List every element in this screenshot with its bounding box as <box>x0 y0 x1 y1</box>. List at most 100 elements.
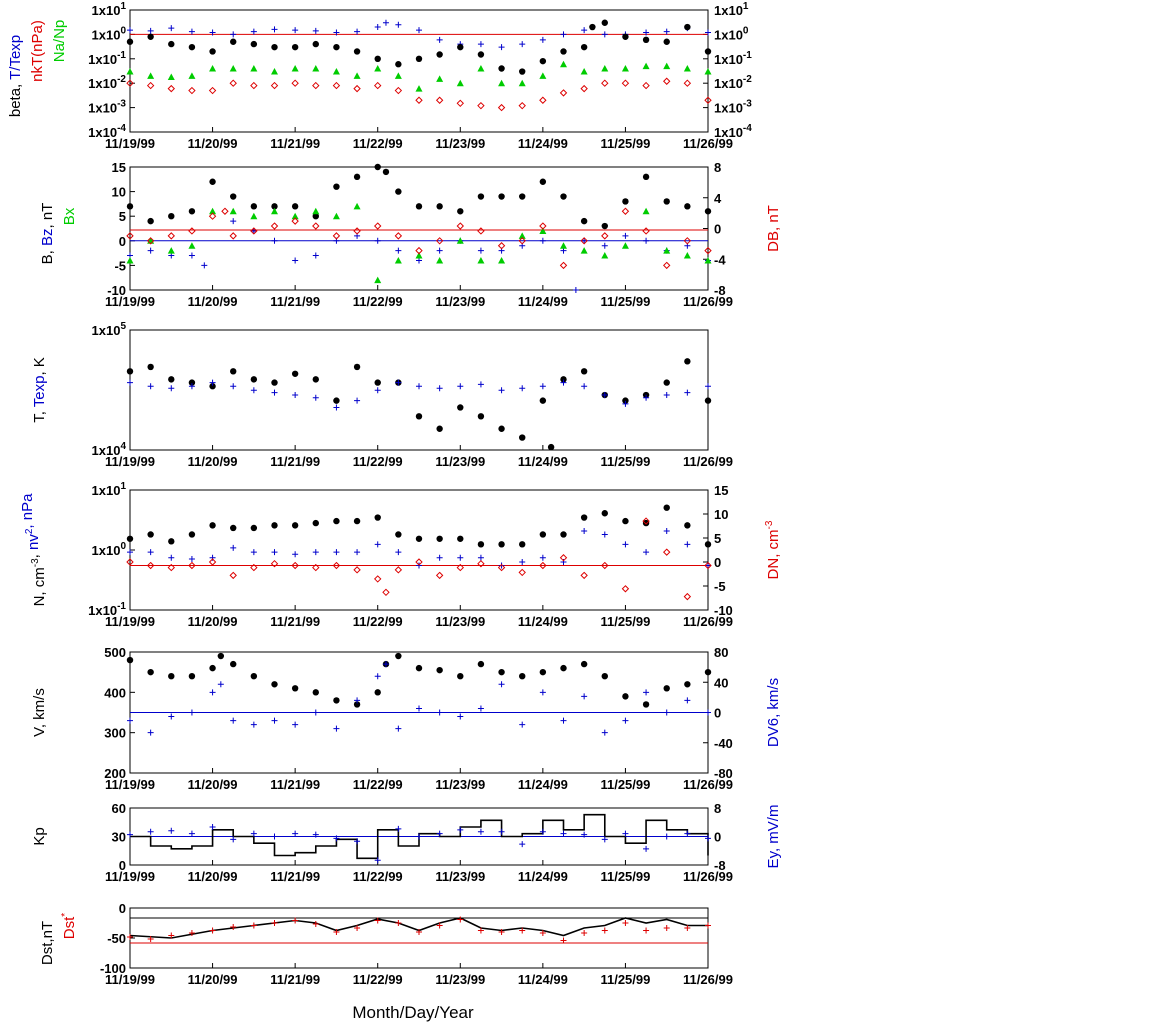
point-blue <box>271 26 278 33</box>
x-tick-label: 11/22/99 <box>353 869 403 884</box>
point-red <box>621 585 630 593</box>
point-blue <box>498 681 505 688</box>
point-blue <box>147 549 154 556</box>
point-blue <box>127 27 133 34</box>
point-black <box>601 19 608 26</box>
point-red <box>601 232 609 240</box>
point-black <box>457 673 464 680</box>
point-black <box>230 660 237 668</box>
point-red <box>642 81 650 90</box>
x-tick-label: 11/23/99 <box>435 454 485 469</box>
y-tick-label: 1x10-1 <box>88 601 126 618</box>
point-black <box>188 531 196 538</box>
x-tick-label: 11/20/99 <box>188 454 238 469</box>
point-blue <box>292 257 299 264</box>
x-tick-label: 11/22/99 <box>353 136 403 151</box>
point-green <box>229 65 237 72</box>
point-black <box>250 40 258 48</box>
point-black <box>704 208 712 215</box>
point-blue <box>643 845 650 852</box>
point-red <box>415 96 423 104</box>
point-black <box>477 51 485 58</box>
point-red <box>126 558 134 566</box>
point-blue <box>395 379 402 386</box>
point-black <box>374 379 381 386</box>
y-tick-label: 1x10-4 <box>88 123 126 140</box>
point-black <box>601 673 608 680</box>
y-axis-label: B, Bz, nT <box>39 203 56 265</box>
point-red <box>539 222 547 230</box>
x-tick-label: 11/22/99 <box>353 454 403 469</box>
point-blue <box>250 549 257 556</box>
y2-tick-label: 8 <box>714 160 721 175</box>
point-black <box>642 173 650 181</box>
point-red <box>332 232 341 240</box>
point-black <box>209 178 216 185</box>
point-green <box>518 232 526 239</box>
y-tick-label: 1x105 <box>92 321 127 338</box>
point-black <box>374 163 381 171</box>
point-black <box>519 68 526 75</box>
point-green <box>291 65 299 72</box>
point-green <box>518 79 526 87</box>
point-red <box>663 261 671 270</box>
point-black <box>168 538 175 545</box>
y2-tick-label: 0 <box>714 706 721 721</box>
point-blue <box>705 562 711 569</box>
point-green <box>477 65 485 72</box>
point-black <box>291 522 299 529</box>
point-red <box>354 925 361 931</box>
point-green <box>332 68 340 75</box>
point-black <box>333 517 340 525</box>
point-black <box>395 652 402 660</box>
point-blue <box>333 29 340 36</box>
point-black <box>126 368 134 375</box>
point-blue <box>127 379 133 386</box>
point-green <box>250 212 258 220</box>
point-blue <box>581 831 588 838</box>
point-red <box>456 563 464 572</box>
point-red <box>518 101 526 110</box>
point-black <box>684 203 691 210</box>
point-blue <box>436 554 443 561</box>
point-black <box>333 183 340 190</box>
point-black <box>333 397 340 404</box>
point-black <box>147 217 154 225</box>
point-blue <box>705 383 711 390</box>
y-tick-label: 10 <box>112 185 126 200</box>
point-blue <box>572 287 579 293</box>
point-black <box>188 673 196 680</box>
point-blue <box>416 383 422 390</box>
point-black <box>374 55 381 62</box>
point-red <box>188 561 196 570</box>
point-green <box>291 212 299 220</box>
point-blue <box>539 689 546 696</box>
point-black <box>312 213 319 220</box>
point-blue <box>539 554 546 561</box>
point-black <box>415 203 423 210</box>
point-red <box>518 568 526 577</box>
x-tick-label: 11/19/99 <box>105 869 155 884</box>
point-green <box>229 207 237 215</box>
point-blue <box>684 830 691 837</box>
point-blue <box>127 549 133 556</box>
point-black <box>291 203 299 210</box>
point-red <box>188 930 195 936</box>
point-blue <box>663 527 670 534</box>
point-black <box>312 40 319 48</box>
y-axis-label: beta, T/Texp <box>7 35 24 117</box>
y-tick-label: 300 <box>104 726 126 741</box>
point-red <box>188 227 196 235</box>
y2-tick-label: -5 <box>714 579 726 594</box>
point-blue <box>601 729 608 736</box>
point-green <box>456 237 464 244</box>
point-blue <box>333 725 340 732</box>
y-tick-label: 1x101 <box>92 481 127 498</box>
y-axis-label: V, km/s <box>31 688 48 737</box>
point-green <box>436 256 444 264</box>
point-black <box>291 43 299 51</box>
y-tick-label: 1x10-1 <box>88 50 126 67</box>
point-black <box>250 673 258 680</box>
point-black <box>457 535 464 542</box>
